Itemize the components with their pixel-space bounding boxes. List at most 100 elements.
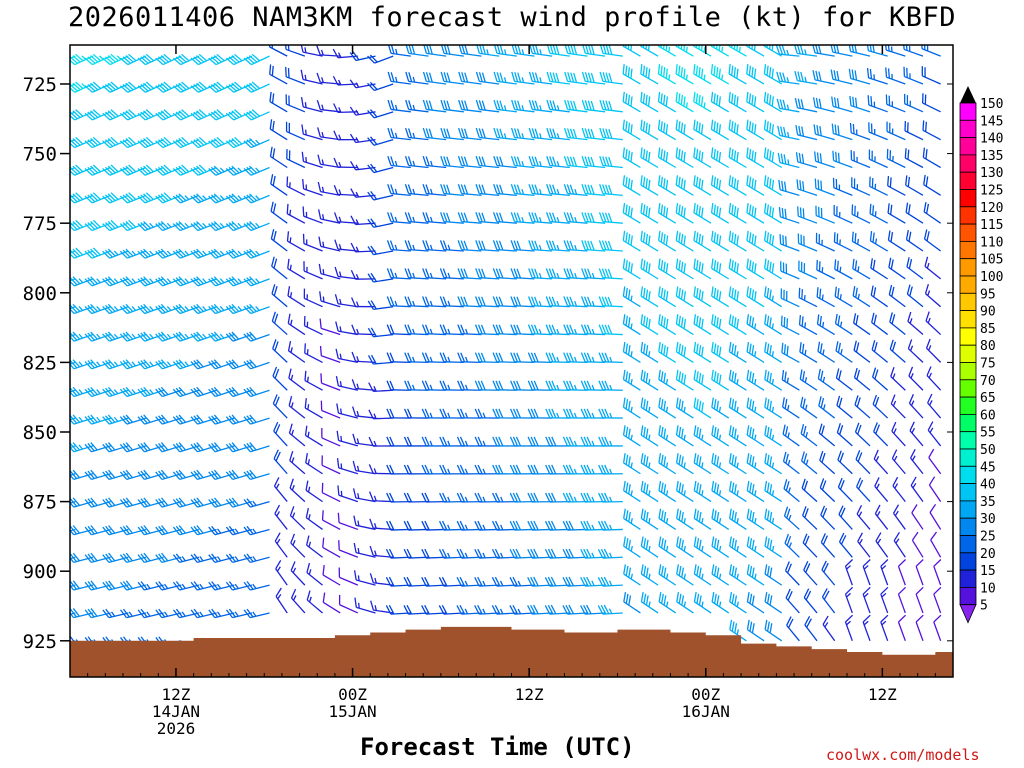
wind-barb-staff (269, 73, 288, 85)
wind-barb-full (517, 45, 522, 55)
wind-barb-half (521, 161, 525, 167)
wind-barb-staff (303, 188, 323, 196)
wind-barb-half (574, 328, 578, 335)
wind-barb-full (137, 140, 146, 149)
wind-barb-full (512, 408, 519, 419)
wind-barb-full (228, 553, 236, 563)
wind-barb-half (630, 351, 633, 357)
wind-barb-staff (320, 327, 341, 336)
wind-barb (243, 109, 270, 121)
wind-barb-staff (461, 108, 482, 113)
wind-barb-full (512, 548, 519, 559)
wind-barb-staff (214, 445, 235, 453)
wind-barb-full (474, 464, 480, 475)
wind-barb-half (149, 333, 154, 339)
wind-barb-full (549, 156, 554, 167)
wind-barb-half (539, 133, 542, 139)
wind-barb (286, 231, 306, 252)
wind-barb (581, 268, 606, 280)
wind-barb-full (172, 388, 181, 397)
wind-barb-half (429, 300, 433, 307)
wind-barb (368, 382, 394, 393)
wind-barb-full (225, 223, 234, 232)
wind-barb-full (72, 525, 80, 534)
wind-barb (623, 536, 641, 558)
wind-barb-staff (426, 80, 447, 85)
wind-barb-full (516, 240, 522, 251)
wind-barb-full (208, 85, 217, 93)
wind-barb (475, 45, 500, 57)
wind-barb-full (196, 193, 205, 202)
wind-barb-full (563, 127, 569, 138)
wind-barb (225, 608, 253, 619)
wind-barb-half (340, 435, 343, 442)
wind-barb-full (386, 352, 392, 363)
wind-barb-full (625, 93, 628, 104)
wind-barb-full (601, 408, 607, 419)
wind-barb-full (155, 416, 163, 425)
wind-barb-staff (390, 192, 411, 196)
wind-barb-full (70, 222, 78, 230)
wind-barb-full (581, 71, 586, 82)
wind-barb (368, 491, 394, 503)
wind-barb-full (551, 296, 557, 307)
wind-barb-full (231, 138, 240, 146)
wind-barb-full (107, 469, 116, 479)
wind-barb-half (321, 186, 325, 193)
wind-barb-full (549, 72, 554, 82)
wind-barb-full (527, 520, 533, 531)
wind-barb-full (353, 542, 357, 553)
wind-barb-full (477, 436, 483, 447)
wind-barb-staff (623, 434, 641, 447)
wind-barb-full (551, 380, 557, 391)
wind-barb-staff (532, 136, 553, 141)
wind-barb-full (155, 471, 163, 480)
wind-barb-full (140, 277, 149, 286)
wind-barb-full (352, 488, 357, 499)
wind-barb-full (125, 442, 134, 451)
wind-barb-half (355, 219, 360, 225)
wind-barb-full (568, 408, 575, 419)
wind-barb (509, 436, 535, 447)
wind-barb-full (102, 85, 111, 93)
wind-barb-full (607, 212, 613, 223)
wind-barb (172, 442, 200, 453)
wind-barb-full (143, 55, 152, 63)
wind-barb (302, 233, 323, 252)
wind-barb-full (92, 219, 101, 228)
wind-barb-full (119, 471, 128, 480)
wind-barb-full (622, 286, 626, 297)
wind-barb (764, 480, 783, 503)
wind-barb-staff (640, 184, 659, 196)
wind-barb-full (87, 111, 96, 120)
wind-barb-full (625, 343, 629, 354)
wind-barb-full (249, 55, 258, 63)
wind-barb (528, 127, 553, 141)
wind-barb-full (463, 156, 469, 167)
wind-barb (303, 315, 323, 336)
wind-barb-full (568, 464, 575, 475)
wind-barb-full (457, 324, 463, 334)
wind-barb-full (50, 609, 56, 619)
wind-barb-full (386, 240, 392, 250)
wind-barb (422, 184, 447, 196)
wind-barb-full (622, 230, 626, 241)
wind-barb-full (516, 128, 522, 139)
wind-barb (528, 268, 553, 280)
wind-barb-full (456, 577, 463, 587)
wind-barb-full (55, 192, 62, 202)
wind-barb-full (459, 520, 466, 531)
wind-barb-half (306, 294, 308, 300)
wind-barb-staff (274, 513, 288, 530)
wind-barb (597, 492, 623, 503)
wind-barb-full (107, 110, 116, 118)
wind-barb-staff (198, 83, 217, 93)
wind-barb-full (533, 548, 539, 559)
wind-barb-full (87, 415, 95, 424)
wind-barb (456, 464, 482, 475)
wind-barb-full (231, 248, 240, 257)
wind-barb-full (338, 567, 341, 578)
wind-barb-full (125, 220, 134, 229)
wind-barb-full (273, 477, 280, 487)
wind-barb-staff (108, 473, 129, 481)
